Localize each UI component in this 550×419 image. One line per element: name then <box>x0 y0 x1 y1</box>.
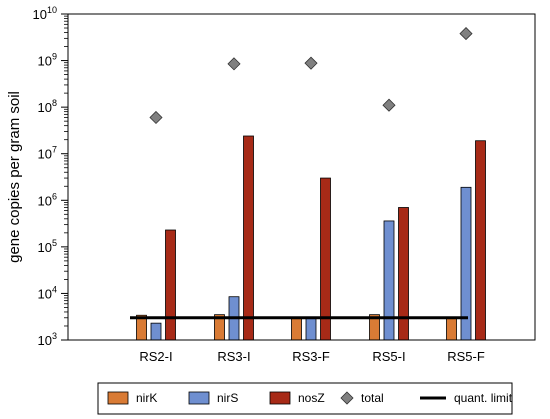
y-tick-label: 106 <box>38 191 57 208</box>
y-tick-label: 104 <box>38 284 57 301</box>
bar-nosZ-rs3-f <box>320 177 331 341</box>
bar-nosZ-rs2-i <box>165 229 176 341</box>
y-tick-label: 108 <box>38 98 57 115</box>
legend-label-quant-limit: quant. limit <box>454 391 513 405</box>
legend-label-nirS: nirS <box>217 391 238 405</box>
x-tick-labels-layer: RS2-I RS3-I RS3-F RS5-I RS5-F <box>139 349 484 364</box>
legend-swatch-total <box>340 391 354 405</box>
total-marker-rs5-f <box>459 27 473 41</box>
x-tick-label: RS3-F <box>292 349 330 364</box>
legend-swatch-nirK <box>107 391 129 405</box>
y-tick-label: 1010 <box>33 5 57 22</box>
bars-layer <box>136 135 486 341</box>
bar-nirS-rs5-i <box>383 220 395 341</box>
total-marker-rs3-f <box>304 56 318 70</box>
bar-nirS-rs3-f <box>305 317 317 341</box>
x-tick-label: RS2-I <box>139 349 172 364</box>
bar-nirK-rs5-f <box>446 317 457 341</box>
legend-label-nirK: nirK <box>136 391 157 405</box>
bar-nirS-rs2-i <box>150 322 162 341</box>
total-marker-rs2-i <box>149 110 163 125</box>
y-ticks-layer: 103 104 105 106 107 108 109 1010 <box>33 5 68 348</box>
legend-label-nosZ: nosZ <box>298 391 325 405</box>
bar-nosZ-rs5-i <box>398 207 409 341</box>
bar-nosZ-rs5-f <box>475 140 486 341</box>
total-marker-rs5-i <box>382 98 396 112</box>
total-markers-layer <box>149 27 473 125</box>
x-tick-label: RS5-F <box>447 349 485 364</box>
total-marker-rs3-i <box>227 57 241 71</box>
y-tick-label: 103 <box>38 331 57 348</box>
y-tick-label: 107 <box>38 145 57 162</box>
legend-swatch-nosZ <box>269 391 291 405</box>
legend: nirK nirS nosZ total quant. limit <box>97 382 513 415</box>
plot-frame <box>67 13 536 341</box>
y-axis-title: gene copies per gram soil <box>6 91 23 263</box>
legend-label-total: total <box>361 391 384 405</box>
bar-nirK-rs3-f <box>291 317 302 341</box>
bar-nosZ-rs3-i <box>243 135 254 341</box>
x-tick-label: RS3-I <box>217 349 250 364</box>
x-tick-label: RS5-I <box>372 349 405 364</box>
legend-swatch-nirS <box>188 391 210 405</box>
y-tick-label: 105 <box>38 238 57 255</box>
y-tick-label: 109 <box>38 52 57 69</box>
